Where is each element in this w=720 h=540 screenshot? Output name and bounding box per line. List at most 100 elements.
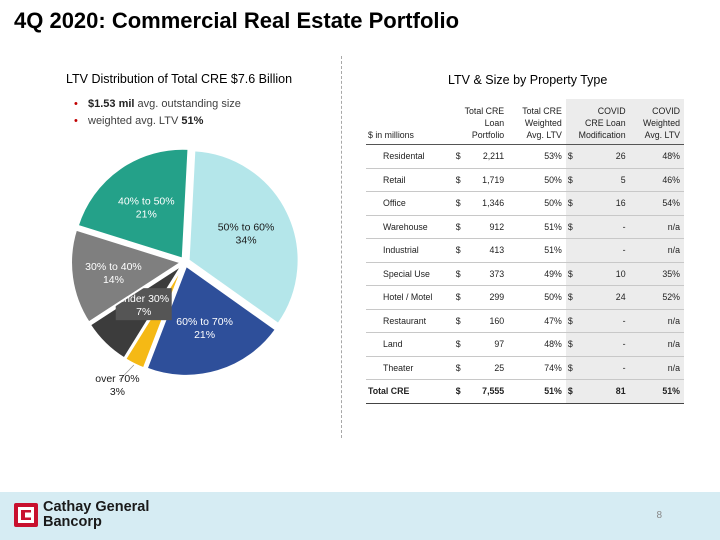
table-row: Theater $25 74% $ - n/a <box>366 356 684 380</box>
slice-value-label: 7% <box>136 306 151 318</box>
cell-covid: - <box>577 309 630 333</box>
cell-covid: 26 <box>577 144 630 169</box>
cell-dollar1: $ <box>453 168 466 192</box>
table-row: Warehouse $912 51% $ - n/a <box>366 215 684 239</box>
cell-ltv: 47% <box>508 309 566 333</box>
cell-name: Special Use <box>366 262 454 286</box>
table-row: Industrial $413 51% - n/a <box>366 238 684 263</box>
cell-dollar2: $ <box>565 168 578 192</box>
table-body: Residental $2,211 53% $26 48% Retail $1,719 50%… <box>366 144 684 404</box>
bullet-avg-size: $1.53 mil avg. outstanding size <box>74 96 241 113</box>
cell-covid-ltv: n/a <box>629 215 684 239</box>
cell-dollar2 <box>565 238 578 263</box>
cell-ltv: 51% <box>508 379 566 404</box>
cell-portfolio: 373 <box>465 262 509 286</box>
cell-portfolio: 25 <box>465 356 509 380</box>
cell-portfolio: 413 <box>465 238 509 263</box>
cell-portfolio: 299 <box>465 285 509 310</box>
cell-ltv: 50% <box>508 168 566 192</box>
cell-dollar1: $ <box>453 379 466 404</box>
cell-portfolio: 7,555 <box>465 379 509 404</box>
slice-value-label: 34% <box>236 234 257 246</box>
slice-value-label: 3% <box>110 386 125 398</box>
cell-name: Industrial <box>366 238 454 263</box>
cell-covid: 5 <box>577 168 630 192</box>
section-divider <box>341 56 342 438</box>
cell-covid-ltv: 54% <box>629 191 684 216</box>
cell-dollar1: $ <box>453 356 466 380</box>
cell-name: Hotel / Motel <box>366 285 454 310</box>
slice-value-label: 21% <box>136 208 157 220</box>
header-covid-modification: COVID CRE Loan Modification <box>565 99 630 145</box>
cell-dollar1: $ <box>453 285 466 310</box>
slice-value-label: 14% <box>103 274 124 286</box>
cell-dollar2: $ <box>565 332 578 357</box>
cell-covid-ltv: n/a <box>629 309 684 333</box>
bullet-avg-ltv: weighted avg. LTV 51% <box>74 113 241 130</box>
cell-dollar2: $ <box>565 144 578 169</box>
cell-dollar2: $ <box>565 356 578 380</box>
cell-name: Land <box>366 332 454 357</box>
table-row: Land $97 48% $ - n/a <box>366 332 684 357</box>
pie-slice-60-to-70- <box>145 264 278 377</box>
cell-covid-ltv: 51% <box>629 379 684 404</box>
avg-ltv-value: 51% <box>181 115 204 127</box>
cathay-logo-icon <box>14 503 38 527</box>
table-header-row: $ in millions Total CRE Loan Portfolio T… <box>366 99 684 145</box>
units-header: $ in millions <box>366 99 454 145</box>
cell-ltv: 53% <box>508 144 566 169</box>
cell-dollar1: $ <box>453 309 466 333</box>
header-portfolio: Total CRE Loan Portfolio <box>453 99 509 145</box>
cell-covid-ltv: n/a <box>629 356 684 380</box>
slice-label: 50% to 60% <box>218 221 275 233</box>
table-row: Special Use $373 49% $10 35% <box>366 262 684 286</box>
cell-name: Theater <box>366 356 454 380</box>
cell-covid-ltv: 46% <box>629 168 684 192</box>
cell-dollar2: $ <box>565 285 578 310</box>
cell-portfolio: 2,211 <box>465 144 509 169</box>
cell-portfolio: 1,719 <box>465 168 509 192</box>
cell-portfolio: 97 <box>465 332 509 357</box>
cell-name: Office <box>366 191 454 216</box>
cell-dollar1: $ <box>453 191 466 216</box>
cell-dollar2: $ <box>565 191 578 216</box>
avg-size-label: avg. outstanding size <box>134 98 241 110</box>
pie-slice-30-to-40- <box>70 228 184 324</box>
cell-covid-ltv: n/a <box>629 238 684 263</box>
cell-ltv: 48% <box>508 332 566 357</box>
cell-covid: 10 <box>577 262 630 286</box>
cell-name: Total CRE <box>366 379 454 404</box>
cell-covid-ltv: 48% <box>629 144 684 169</box>
cell-ltv: 74% <box>508 356 566 380</box>
slice-label: over 70% <box>95 373 139 385</box>
cell-dollar2: $ <box>565 379 578 404</box>
total-row: Total CRE $7,555 51% $81 51% <box>366 379 684 404</box>
cell-ltv: 49% <box>508 262 566 286</box>
table-row: Retail $1,719 50% $5 46% <box>366 168 684 192</box>
cell-dollar1: $ <box>453 262 466 286</box>
slice-value-label: 21% <box>194 329 215 341</box>
slice-label: 40% to 50% <box>118 195 175 207</box>
ltv-pie-chart: 50% to 60%34%60% to 70%21%over 70%3%unde… <box>70 148 300 398</box>
cell-dollar2: $ <box>565 309 578 333</box>
cell-portfolio: 1,346 <box>465 191 509 216</box>
cell-covid-ltv: n/a <box>629 332 684 357</box>
cell-covid: - <box>577 332 630 357</box>
cell-dollar1: $ <box>453 238 466 263</box>
company-name: Cathay General Bancorp <box>43 499 150 530</box>
avg-ltv-label: weighted avg. LTV <box>88 115 182 127</box>
cell-portfolio: 912 <box>465 215 509 239</box>
cell-covid-ltv: 52% <box>629 285 684 310</box>
cell-covid: 16 <box>577 191 630 216</box>
cell-covid-ltv: 35% <box>629 262 684 286</box>
cell-covid: 24 <box>577 285 630 310</box>
company-logo: Cathay General Bancorp <box>14 500 149 530</box>
pie-slice-40-to-50- <box>76 148 190 261</box>
table-title: LTV & Size by Property Type <box>448 73 608 87</box>
callout-line <box>119 364 135 381</box>
cell-covid: - <box>577 356 630 380</box>
page-number: 8 <box>656 510 662 521</box>
header-weighted-ltv: Total CRE Weighted Avg. LTV <box>508 99 566 145</box>
cell-name: Restaurant <box>366 309 454 333</box>
cell-ltv: 50% <box>508 191 566 216</box>
